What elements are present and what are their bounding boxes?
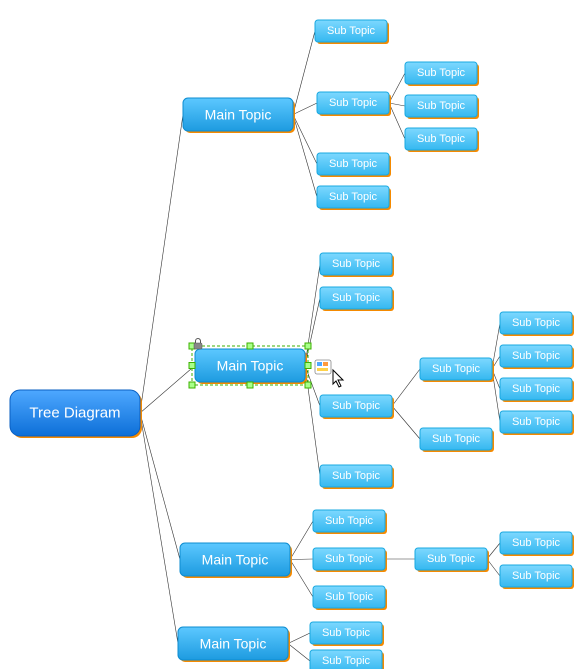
selection-handle[interactable]	[305, 363, 311, 369]
sub-topic-node-label: Sub Topic	[417, 100, 466, 112]
cursor-icon	[333, 370, 343, 387]
sub-topic-node-label: Sub Topic	[325, 591, 374, 603]
sub-topic-node-label: Sub Topic	[322, 655, 371, 667]
sub-topic-node-label: Sub Topic	[512, 350, 561, 362]
sub-topic-node-label: Sub Topic	[332, 258, 381, 270]
sub-topic-node-label: Sub Topic	[512, 570, 561, 582]
edge	[293, 115, 317, 198]
edge	[140, 366, 195, 414]
sub-topic-node-label: Sub Topic	[432, 363, 481, 375]
smart-tag-icon[interactable]	[315, 360, 331, 374]
sub-topic-node-label: Sub Topic	[329, 158, 378, 170]
edge	[290, 560, 313, 598]
sub-topic-node-label: Sub Topic	[329, 97, 378, 109]
edge	[389, 103, 405, 139]
selection-handle[interactable]	[305, 382, 311, 388]
tree-diagram-canvas[interactable]: Tree Diagram Main Topic Main Topic Main Top…	[0, 0, 580, 669]
sub-topic-node-label: Sub Topic	[325, 515, 374, 527]
selection-handle[interactable]	[247, 343, 253, 349]
main-topic-node-label: Main Topic	[217, 358, 284, 374]
edge	[392, 406, 420, 439]
sub-topic-node-label: Sub Topic	[512, 537, 561, 549]
sub-topic-node-label: Sub Topic	[329, 191, 378, 203]
edge	[293, 31, 315, 115]
selection-handle[interactable]	[247, 382, 253, 388]
main-topic-node-label: Main Topic	[202, 552, 269, 568]
sub-topic-node-label: Sub Topic	[432, 433, 481, 445]
edge	[293, 103, 317, 115]
main-topic-node-label: Main Topic	[200, 636, 267, 652]
edge	[389, 73, 405, 103]
edge	[140, 115, 183, 414]
sub-topic-node-label: Sub Topic	[332, 470, 381, 482]
edge	[290, 559, 313, 560]
sub-topic-node-label: Sub Topic	[512, 416, 561, 428]
edge	[389, 103, 405, 106]
selection-handle[interactable]	[305, 343, 311, 349]
selection-handle[interactable]	[189, 382, 195, 388]
edge	[140, 413, 180, 560]
sub-topic-node-label: Sub Topic	[512, 383, 561, 395]
selection-handle[interactable]	[189, 363, 195, 369]
edge	[288, 633, 310, 644]
sub-topic-node-label: Sub Topic	[332, 400, 381, 412]
edge	[305, 264, 320, 366]
sub-topic-node-label: Sub Topic	[327, 25, 376, 37]
sub-topic-node-label: Sub Topic	[512, 317, 561, 329]
edge	[392, 369, 420, 406]
sub-topic-node-label: Sub Topic	[322, 627, 371, 639]
edge	[290, 521, 313, 560]
sub-topic-node-label: Sub Topic	[427, 553, 476, 565]
sub-topic-node-label: Sub Topic	[332, 292, 381, 304]
sub-topic-node-label: Sub Topic	[325, 553, 374, 565]
edge	[288, 644, 310, 662]
edge	[305, 298, 320, 366]
edge	[140, 413, 178, 644]
root-node-label: Tree Diagram	[29, 405, 120, 422]
lock-icon	[194, 339, 202, 349]
sub-topic-node-label: Sub Topic	[417, 133, 466, 145]
main-topic-node-label: Main Topic	[205, 107, 272, 123]
sub-topic-node-label: Sub Topic	[417, 67, 466, 79]
